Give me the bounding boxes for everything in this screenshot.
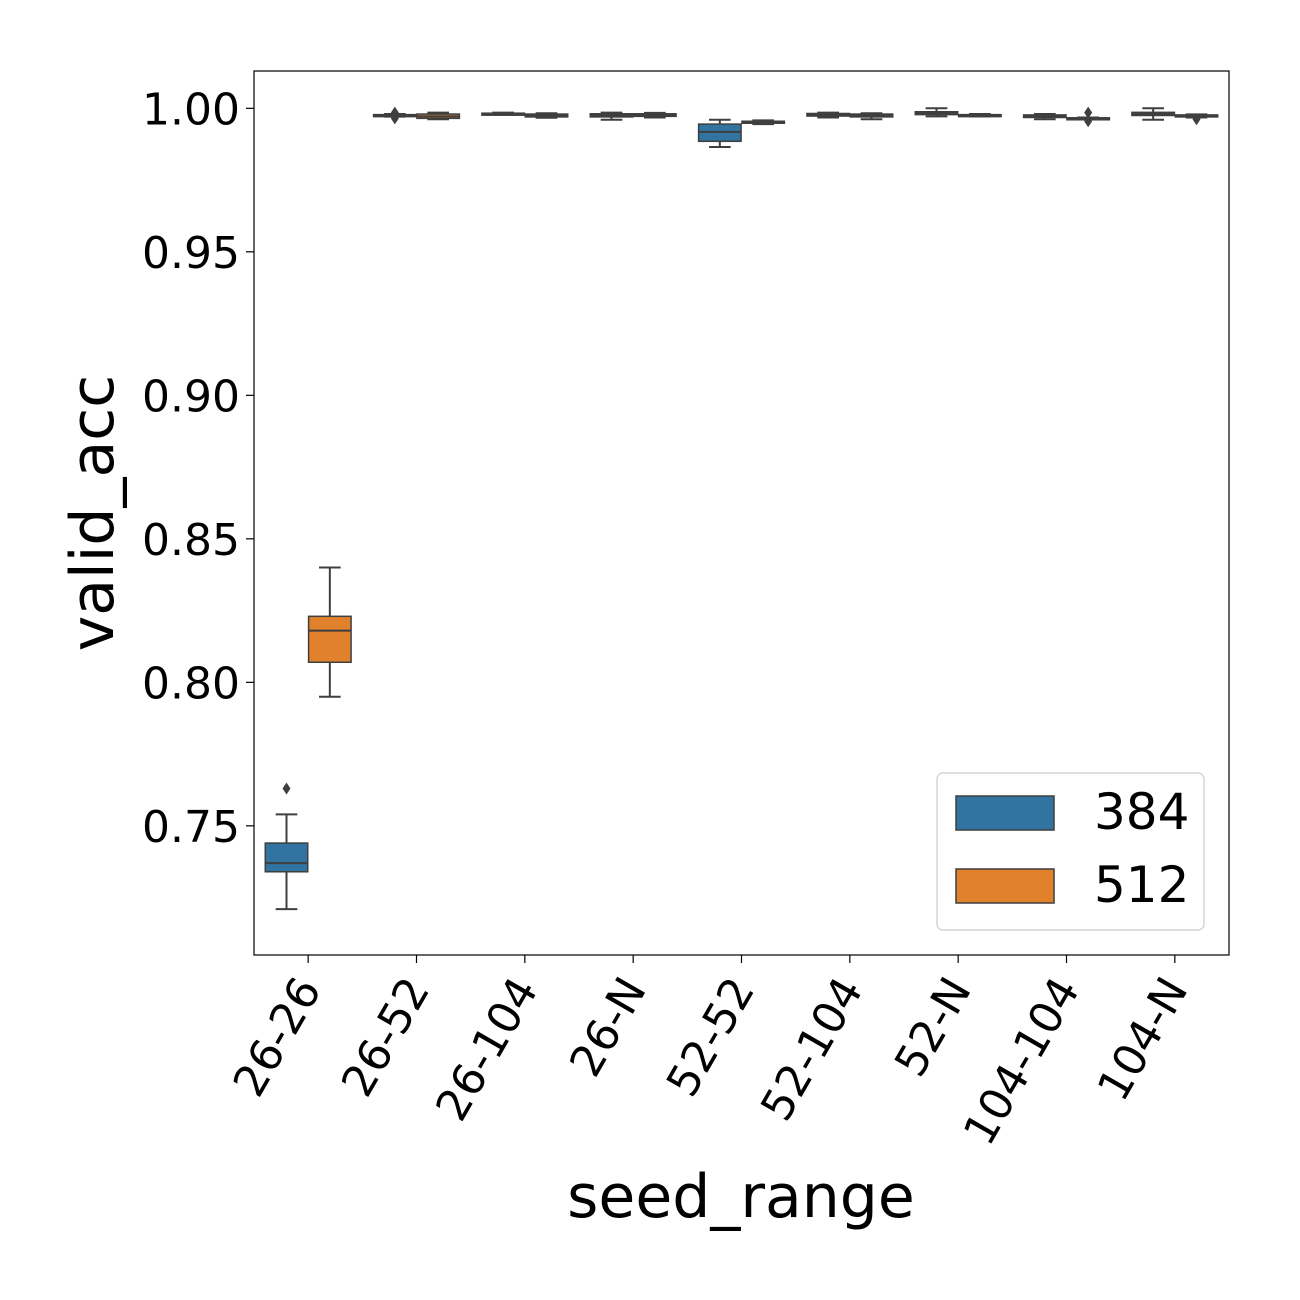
x-tick-label: 52-104 (751, 969, 873, 1129)
box-512-52-N (957, 113, 1002, 118)
y-tick-label: 0.95 (142, 228, 240, 279)
box-512-26-104 (524, 112, 569, 119)
box-384-26-104 (481, 111, 526, 116)
box-512-52-52 (741, 119, 786, 126)
x-tick-label: 26-52 (332, 969, 440, 1105)
outlier-marker (1084, 106, 1093, 119)
y-tick-label: 0.85 (142, 515, 240, 566)
box-512-26-52 (416, 111, 461, 121)
outlier-marker (282, 782, 291, 795)
y-axis: 0.75 0.80 0.85 0.90 0.95 1.00 (142, 84, 254, 853)
outlier-marker (390, 106, 399, 119)
box-384-52-N (914, 107, 959, 118)
box-512-26-26 (307, 566, 352, 698)
x-tick-label: 52-N (885, 969, 982, 1085)
x-tick-label: 26-26 (224, 969, 332, 1105)
box-384-52-104 (806, 111, 851, 119)
outlier-marker (1084, 115, 1093, 128)
y-axis-title: valid_acc (58, 375, 128, 651)
box-384-26-N (589, 111, 634, 121)
box-body (264, 842, 309, 873)
legend-swatch-384 (955, 795, 1055, 831)
box-body (307, 615, 352, 663)
y-tick-label: 1.00 (142, 84, 240, 135)
x-tick-label: 52-52 (657, 969, 765, 1105)
legend-label-512: 512 (1094, 856, 1189, 914)
outlier-marker (1192, 113, 1201, 126)
y-tick-label: 0.90 (142, 371, 240, 422)
box-384-26-52 (372, 106, 417, 125)
box-512-52-104 (849, 112, 894, 121)
y-tick-label: 0.80 (142, 658, 240, 709)
box-384-104-104 (1022, 113, 1067, 121)
box-512-104-104 (1066, 106, 1111, 128)
x-axis-title: seed_range (567, 1162, 915, 1232)
y-tick-label: 0.75 (142, 802, 240, 853)
x-tick-label: 104-N (1088, 969, 1199, 1109)
box-384-104-N (1131, 107, 1176, 121)
x-tick-label: 26-104 (426, 969, 548, 1129)
legend-swatch-512 (955, 868, 1055, 904)
box-512-104-N (1174, 113, 1219, 126)
box-512-26-N (632, 111, 677, 119)
x-tick-label: 26-N (560, 969, 657, 1085)
plot-area (264, 106, 1219, 911)
box-384-52-52 (697, 118, 742, 149)
legend-label-384: 384 (1094, 783, 1189, 841)
box-384-26-26 (264, 782, 309, 911)
